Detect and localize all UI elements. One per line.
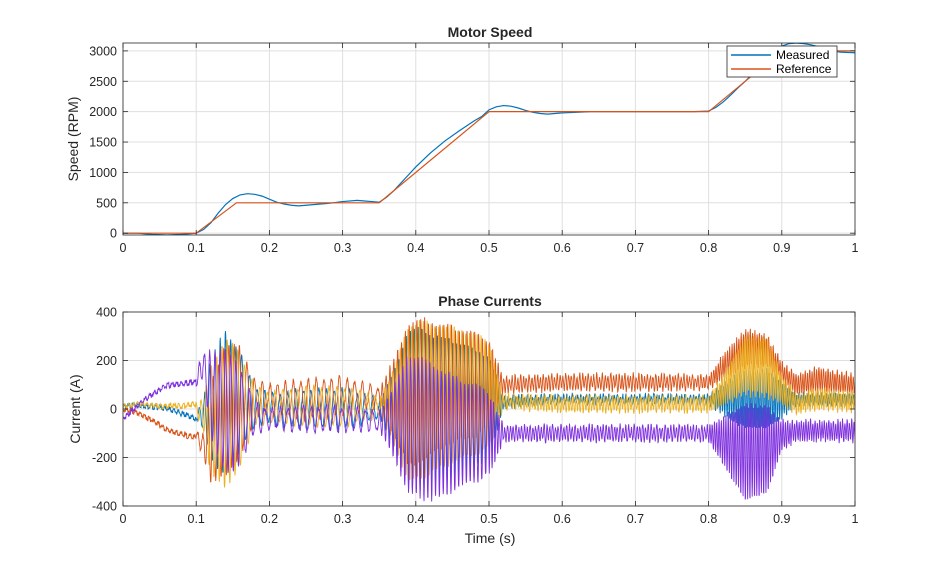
x-tick-label: 0.7 xyxy=(627,241,644,255)
chart-title: Phase Currents xyxy=(438,293,542,309)
y-tick-label: 0 xyxy=(110,227,117,241)
y-tick-label: -400 xyxy=(92,500,117,514)
legend-label-reference: Reference xyxy=(776,62,832,76)
current-chart: Phase Currents 0 0.1 0.2 0.3 0.4 0.5 0.6 0.7 0.8… xyxy=(67,293,859,546)
x-tick-label: 0 xyxy=(120,512,127,526)
chart-title: Motor Speed xyxy=(448,24,533,40)
x-tick-labels: 0 0.1 0.2 0.3 0.4 0.5 0.6 0.7 0.8 0.9 1 xyxy=(120,43,859,255)
x-tick-label: 0.4 xyxy=(407,241,424,255)
y-tick-label: 200 xyxy=(96,354,117,368)
x-tick-label: 0.9 xyxy=(773,512,790,526)
y-tick-label: 3000 xyxy=(89,44,117,58)
x-tick-label: 0.5 xyxy=(480,512,497,526)
y-axis-label: Current (A) xyxy=(67,374,83,443)
x-tick-label: 0.1 xyxy=(188,512,205,526)
x-tick-label: 1 xyxy=(852,512,859,526)
y-tick-label: -200 xyxy=(92,451,117,465)
x-tick-label: 0.1 xyxy=(188,241,205,255)
x-tick-label: 0.3 xyxy=(334,512,351,526)
y-tick-label: 2000 xyxy=(89,105,117,119)
legend: Measured Reference xyxy=(726,45,838,78)
x-tick-label: 0.9 xyxy=(773,241,790,255)
y-tick-label: 1000 xyxy=(89,166,117,180)
y-axis-label: Speed (RPM) xyxy=(65,97,81,182)
x-tick-label: 0.8 xyxy=(700,512,717,526)
y-tick-label: 0 xyxy=(110,403,117,417)
x-tick-label: 0 xyxy=(120,241,127,255)
x-tick-label: 0.7 xyxy=(627,512,644,526)
x-tick-label: 0.2 xyxy=(261,512,278,526)
legend-box xyxy=(726,45,838,78)
phase-current-line xyxy=(123,349,855,502)
phase-current-line xyxy=(123,320,855,488)
x-tick-label: 1 xyxy=(852,241,859,255)
y-tick-label: 400 xyxy=(96,306,117,320)
x-tick-label: 0.5 xyxy=(480,241,497,255)
legend-label-measured: Measured xyxy=(776,48,829,62)
x-tick-label: 0.4 xyxy=(407,512,424,526)
y-tick-labels: 0 500 1000 1500 2000 2500 3000 xyxy=(89,44,855,241)
x-tick-label: 0.6 xyxy=(554,512,571,526)
speed-chart: Motor Speed 0 0.1 0.2 0.3 0.4 0.5 0.6 0.7 0.8 0.9… xyxy=(65,24,859,255)
x-tick-label: 0.3 xyxy=(334,241,351,255)
x-tick-label: 0.6 xyxy=(554,241,571,255)
series-group xyxy=(123,317,855,502)
x-axis-label: Time (s) xyxy=(465,530,516,546)
x-tick-label: 0.2 xyxy=(261,241,278,255)
x-tick-labels: 0 0.1 0.2 0.3 0.4 0.5 0.6 0.7 0.8 0.9 1 xyxy=(120,312,859,526)
y-tick-label: 2500 xyxy=(89,75,117,89)
y-tick-labels: -400 -200 0 200 400 xyxy=(92,306,855,514)
x-tick-label: 0.8 xyxy=(700,241,717,255)
y-tick-label: 1500 xyxy=(89,136,117,150)
y-tick-label: 500 xyxy=(96,196,117,210)
